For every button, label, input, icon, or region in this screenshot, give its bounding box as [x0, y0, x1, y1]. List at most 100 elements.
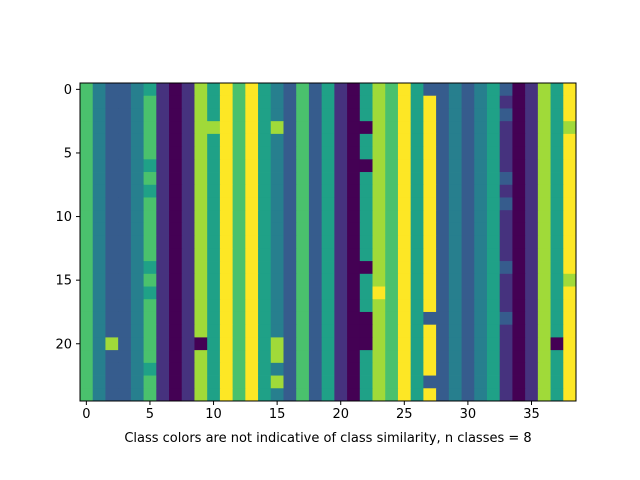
heatmap-cell	[537, 83, 551, 97]
heatmap-cell	[80, 324, 94, 338]
heatmap-cell	[448, 350, 462, 364]
heatmap-cell	[130, 108, 144, 122]
heatmap-cell	[499, 235, 513, 249]
x-axis-ticks: 0 5 10 15 20 25 30 35	[82, 401, 540, 422]
heatmap-cell	[461, 121, 475, 135]
heatmap-cell	[397, 337, 412, 351]
heatmap-cell	[385, 133, 399, 147]
heatmap-cell	[461, 197, 475, 211]
heatmap-cell	[486, 222, 501, 237]
heatmap-cell	[321, 286, 335, 300]
heatmap-cell	[321, 159, 335, 173]
heatmap-cell	[321, 235, 335, 249]
heatmap-cell	[105, 324, 119, 338]
heatmap-cell	[245, 172, 259, 186]
heatmap-cell	[525, 172, 539, 186]
heatmap-cell	[537, 311, 551, 326]
heatmap-cell	[232, 235, 246, 249]
heatmap-cell	[448, 172, 462, 186]
heatmap-cell	[359, 210, 373, 224]
heatmap-cell	[258, 286, 272, 300]
heatmap-cell	[130, 324, 144, 338]
heatmap-cell	[461, 286, 475, 300]
heatmap-cell	[194, 248, 208, 262]
heatmap-cell	[105, 172, 119, 186]
heatmap-cell	[321, 261, 335, 275]
heatmap-cell	[92, 299, 106, 313]
heatmap-cell	[169, 362, 183, 376]
heatmap-cell	[525, 311, 539, 326]
heatmap-cell	[283, 146, 297, 160]
heatmap-cell	[308, 184, 323, 198]
heatmap-cell	[105, 299, 119, 313]
heatmap-cell	[448, 108, 462, 122]
heatmap-cell	[181, 146, 195, 160]
heatmap-cell	[245, 248, 259, 262]
heatmap-cell	[512, 210, 526, 224]
heatmap-cell	[525, 273, 539, 287]
heatmap-cell	[92, 375, 106, 389]
y-tick-label: 20	[55, 337, 72, 352]
heatmap-cell	[105, 146, 119, 160]
heatmap-cell	[525, 197, 539, 211]
heatmap-cell	[308, 210, 323, 224]
heatmap-cell	[207, 146, 221, 160]
heatmap-cell	[219, 299, 234, 313]
heatmap-cell	[258, 172, 272, 186]
heatmap-cell	[436, 248, 450, 262]
heatmap-cell	[283, 184, 297, 198]
heatmap-cell	[550, 311, 564, 326]
heatmap-cell	[219, 83, 234, 97]
heatmap-cell	[359, 350, 373, 364]
heatmap-cell	[550, 121, 564, 135]
heatmap-cell	[130, 350, 144, 364]
heatmap-cell	[181, 95, 195, 109]
heatmap-cell	[461, 159, 475, 173]
heatmap-cell	[232, 324, 246, 338]
heatmap-cell	[550, 273, 564, 287]
heatmap-cell	[550, 95, 564, 109]
heatmap-cell	[105, 210, 119, 224]
heatmap-cell	[512, 222, 526, 237]
y-tick-label: 0	[64, 83, 72, 98]
heatmap-cell	[258, 311, 272, 326]
heatmap-cell	[537, 286, 551, 300]
heatmap-cell	[308, 235, 323, 249]
heatmap-cell	[169, 286, 183, 300]
heatmap-cell	[92, 324, 106, 338]
heatmap-cell	[296, 95, 310, 109]
heatmap-cell	[321, 95, 335, 109]
heatmap-cell	[245, 299, 259, 313]
heatmap-cell	[105, 159, 119, 173]
heatmap-cell	[283, 210, 297, 224]
heatmap-cell	[334, 375, 348, 389]
heatmap-cell	[296, 222, 310, 237]
heatmap-cell	[436, 286, 450, 300]
heatmap-cell	[270, 121, 284, 135]
heatmap-cell	[143, 184, 157, 198]
heatmap-cell	[436, 222, 450, 237]
heatmap-cell	[181, 388, 195, 402]
heatmap-cell	[359, 311, 373, 326]
heatmap-cell	[448, 210, 462, 224]
heatmap-cell	[143, 286, 157, 300]
heatmap-cell	[232, 108, 246, 122]
heatmap-cell	[245, 222, 259, 237]
heatmap-cell	[219, 375, 234, 389]
heatmap-cell	[563, 133, 577, 147]
heatmap-cell	[499, 222, 513, 237]
heatmap-cell	[80, 311, 94, 326]
heatmap-cell	[181, 133, 195, 147]
heatmap-cell	[296, 235, 310, 249]
heatmap-cells	[80, 83, 577, 402]
heatmap-cell	[372, 350, 386, 364]
heatmap-cell	[156, 184, 170, 198]
heatmap-cell	[130, 210, 144, 224]
heatmap-cell	[245, 235, 259, 249]
heatmap-cell	[347, 248, 361, 262]
heatmap-cell	[258, 350, 272, 364]
heatmap-cell	[118, 337, 132, 351]
heatmap-cell	[563, 83, 577, 97]
heatmap-cell	[486, 388, 501, 402]
x-tick-label: 10	[205, 407, 222, 422]
